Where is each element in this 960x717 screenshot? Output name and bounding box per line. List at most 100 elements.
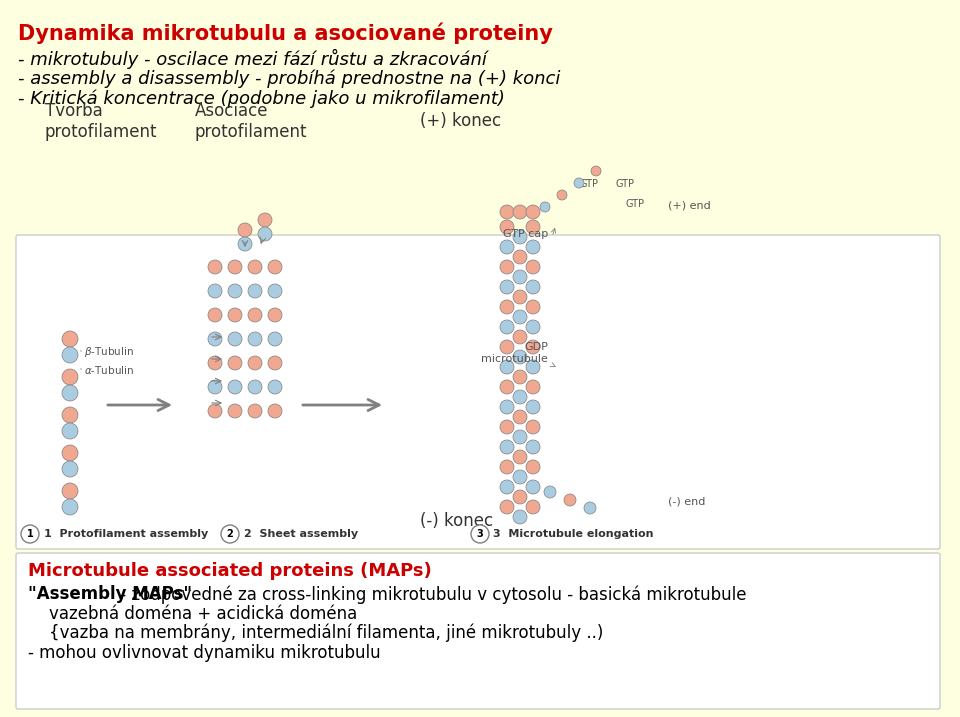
Circle shape [500,480,514,494]
Circle shape [513,410,527,424]
Circle shape [526,440,540,454]
Circle shape [248,380,262,394]
Circle shape [228,404,242,418]
Circle shape [62,423,78,439]
Text: 1  Protofilament assembly: 1 Protofilament assembly [44,529,208,539]
Text: {vazba na membrány, intermediální filamenta, jiné mikrotubuly ..): {vazba na membrány, intermediální filame… [28,624,604,642]
Text: - Kritická koncentrace (podobne jako u mikrofilament): - Kritická koncentrace (podobne jako u m… [18,89,505,108]
Text: "Assembly MAPs": "Assembly MAPs" [28,585,192,603]
Circle shape [258,227,272,241]
Circle shape [208,308,222,322]
Circle shape [526,220,540,234]
Circle shape [248,308,262,322]
Circle shape [513,350,527,364]
Circle shape [228,260,242,274]
Circle shape [500,220,514,234]
Circle shape [500,240,514,254]
Circle shape [62,483,78,499]
Text: GTP: GTP [580,179,599,189]
Circle shape [564,494,576,506]
Circle shape [500,260,514,274]
Circle shape [268,356,282,370]
Text: Microtubule associated proteins (MAPs): Microtubule associated proteins (MAPs) [28,562,432,580]
Circle shape [248,260,262,274]
Circle shape [208,404,222,418]
Circle shape [228,356,242,370]
Text: GTP: GTP [625,199,644,209]
Circle shape [471,525,489,543]
Circle shape [557,190,567,200]
Text: GTP: GTP [615,179,634,189]
Circle shape [526,260,540,274]
Circle shape [21,525,39,543]
Text: 2: 2 [227,529,233,539]
Text: GTP cap: GTP cap [503,229,548,239]
Circle shape [500,440,514,454]
Circle shape [238,223,252,237]
Circle shape [62,461,78,477]
Circle shape [62,347,78,363]
Circle shape [513,470,527,484]
Circle shape [500,340,514,354]
Circle shape [238,237,252,251]
Circle shape [526,340,540,354]
Circle shape [500,320,514,334]
Circle shape [228,380,242,394]
Circle shape [540,202,550,212]
Circle shape [268,284,282,298]
Text: $\beta$-Tubulin: $\beta$-Tubulin [84,345,134,359]
Circle shape [500,300,514,314]
Circle shape [268,260,282,274]
Circle shape [62,331,78,347]
Circle shape [526,320,540,334]
Circle shape [526,480,540,494]
Text: $\alpha$-Tubulin: $\alpha$-Tubulin [84,364,134,376]
Circle shape [513,490,527,504]
Circle shape [500,500,514,514]
Text: 1: 1 [27,529,34,539]
Text: Asociace
protofilament: Asociace protofilament [195,102,307,141]
Circle shape [500,420,514,434]
Circle shape [513,250,527,264]
Circle shape [526,360,540,374]
Circle shape [248,332,262,346]
Circle shape [513,290,527,304]
Circle shape [513,450,527,464]
Circle shape [268,308,282,322]
Circle shape [526,300,540,314]
Circle shape [221,525,239,543]
Circle shape [526,420,540,434]
Circle shape [62,385,78,401]
Text: - zodpovedné za cross-linking mikrotubulu v cytosolu - basická mikrotubule: - zodpovedné za cross-linking mikrotubul… [115,585,747,604]
Circle shape [513,310,527,324]
Circle shape [500,380,514,394]
Circle shape [513,270,527,284]
Text: Dynamika mikrotubulu a asociované proteiny: Dynamika mikrotubulu a asociované protei… [18,22,553,44]
Circle shape [500,280,514,294]
Circle shape [526,500,540,514]
Circle shape [228,284,242,298]
Circle shape [228,308,242,322]
Text: - assembly a disassembly - probíhá prednostne na (+) konci: - assembly a disassembly - probíhá predn… [18,69,561,87]
Text: 2  Sheet assembly: 2 Sheet assembly [244,529,358,539]
Circle shape [500,460,514,474]
Circle shape [526,380,540,394]
Circle shape [513,230,527,244]
Circle shape [228,332,242,346]
Circle shape [62,499,78,515]
Circle shape [208,332,222,346]
Text: (-) end: (-) end [668,497,706,507]
Circle shape [500,205,514,219]
Circle shape [513,390,527,404]
Circle shape [591,166,601,176]
Circle shape [208,260,222,274]
Circle shape [62,407,78,423]
Text: (-) konec: (-) konec [420,512,493,530]
Text: (+) end: (+) end [668,200,710,210]
Text: GDP
microtubule: GDP microtubule [481,343,548,364]
Circle shape [526,280,540,294]
Circle shape [500,400,514,414]
Circle shape [513,370,527,384]
Text: vazebná doména + acidická doména: vazebná doména + acidická doména [28,605,357,623]
Circle shape [513,510,527,524]
